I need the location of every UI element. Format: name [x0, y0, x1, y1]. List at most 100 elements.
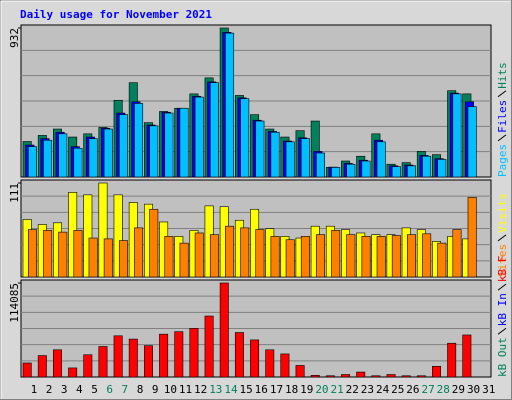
bar: [437, 242, 447, 278]
bar: [83, 354, 93, 378]
bar: [331, 230, 341, 278]
bar: [134, 103, 144, 178]
x-tick-label: 31: [482, 383, 495, 396]
x-tick-label: 3: [61, 383, 68, 396]
bar: [310, 375, 320, 378]
bar: [149, 125, 159, 178]
bar: [376, 236, 386, 278]
bar: [407, 165, 416, 178]
x-tick-label: 1: [31, 383, 38, 396]
x-tick-label: 16: [255, 383, 268, 396]
bar: [159, 333, 169, 378]
x-tick-label: 18: [285, 383, 298, 396]
x-tick-label: 25: [391, 383, 404, 396]
bar: [452, 93, 462, 178]
bar: [28, 229, 37, 278]
bar: [391, 235, 401, 278]
bar: [285, 239, 295, 278]
x-tick-label: 5: [91, 383, 98, 396]
bar: [250, 339, 260, 378]
bar: [118, 240, 128, 278]
bar: [134, 227, 144, 278]
bar: [37, 355, 47, 378]
bar: [407, 234, 416, 278]
bar: [225, 225, 235, 278]
legend-entry: kB F: [496, 256, 509, 283]
bar: [255, 229, 265, 278]
bar: [422, 233, 432, 278]
bar: [331, 167, 341, 178]
x-tick-label: 20: [315, 383, 328, 396]
bar: [437, 159, 447, 178]
bar: [194, 232, 204, 278]
bar: [58, 133, 68, 178]
legend-separator: [497, 234, 507, 242]
bar: [346, 163, 356, 178]
bar: [179, 107, 189, 178]
bar: [356, 371, 366, 378]
x-tick-label: 12: [194, 383, 207, 396]
bar: [300, 138, 310, 178]
x-tick-label: 30: [467, 383, 480, 396]
bar: [361, 160, 371, 178]
bar: [280, 353, 290, 378]
bar: [143, 345, 153, 378]
bar: [341, 374, 351, 378]
bar: [98, 182, 108, 278]
bar: [447, 342, 457, 378]
bar: [240, 227, 250, 278]
bar: [73, 147, 83, 178]
bar: [53, 349, 62, 378]
bar: [43, 139, 53, 178]
x-tick-label: 6: [106, 383, 113, 396]
legend-entry: Files: [496, 100, 509, 133]
bar: [452, 229, 462, 278]
bar: [209, 234, 219, 278]
bar: [225, 32, 235, 178]
x-tick-label: 7: [122, 383, 129, 396]
bar: [255, 120, 265, 178]
bar: [22, 362, 32, 378]
x-tick-label: 28: [437, 383, 450, 396]
bar: [103, 238, 113, 278]
bar: [361, 236, 371, 278]
bar: [265, 349, 275, 378]
bar: [88, 138, 98, 178]
bar: [467, 197, 477, 278]
x-tick-label: 9: [152, 383, 159, 396]
bar: [174, 331, 184, 378]
bar: [316, 234, 326, 278]
bar: [118, 114, 128, 178]
x-tick-label: 22: [346, 383, 359, 396]
bar: [103, 128, 113, 178]
y-tick-label: 932: [8, 28, 21, 48]
x-tick-label: 10: [164, 383, 177, 396]
x-tick-label: 14: [224, 383, 238, 396]
bar: [204, 315, 214, 378]
bar: [376, 141, 386, 178]
bar: [371, 375, 381, 378]
legend-entry: Sites: [496, 244, 509, 277]
bar: [295, 365, 305, 378]
bar: [194, 96, 204, 178]
bar: [113, 335, 123, 378]
bar: [467, 106, 477, 178]
x-tick-label: 21: [330, 383, 343, 396]
legend-separator: [497, 134, 507, 142]
bar: [43, 230, 53, 278]
bar: [128, 338, 138, 378]
bar: [164, 236, 174, 278]
x-tick-label: 27: [421, 383, 434, 396]
bar: [209, 82, 219, 178]
x-tick-label: 4: [76, 383, 83, 396]
legend-entry: Hits: [496, 62, 509, 89]
x-tick-label: 15: [240, 383, 253, 396]
bar: [386, 374, 396, 378]
legend-entry: kB Out: [496, 337, 509, 377]
legend-entry: Pages: [496, 144, 509, 177]
x-tick-label: 29: [452, 383, 465, 396]
legend-entry: Visits: [496, 193, 509, 233]
bar: [189, 328, 199, 378]
bar: [401, 375, 411, 378]
